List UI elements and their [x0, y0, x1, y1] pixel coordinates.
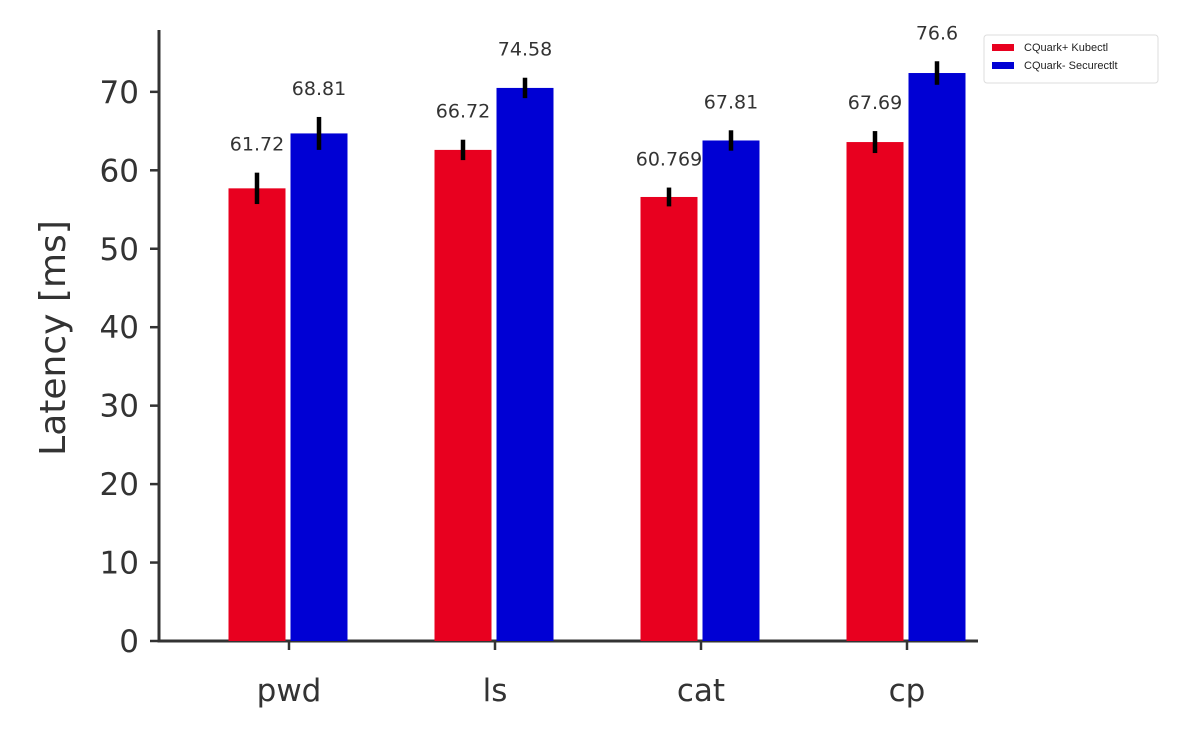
error-bars	[254, 61, 940, 207]
legend-swatch	[992, 62, 1014, 69]
x-tick-label: cp	[889, 673, 926, 709]
legend-swatch	[992, 44, 1014, 51]
bar	[908, 73, 966, 642]
data-label: 74.58	[498, 39, 552, 61]
bars	[228, 73, 966, 642]
legend-label: CQuark+ Kubectl	[1024, 42, 1108, 54]
legend: CQuark+ Kubectl CQuark- Securectlt	[983, 34, 1159, 84]
x-tick-label: ls	[483, 673, 508, 709]
y-tick-label: 50	[100, 232, 139, 268]
bar	[846, 142, 904, 642]
y-tick-label: 0	[119, 624, 139, 660]
y-tick-label: 30	[100, 389, 139, 425]
y-tick-label: 70	[100, 75, 139, 111]
legend-box	[983, 34, 1159, 84]
data-label: 61.72	[230, 134, 284, 156]
bar	[434, 149, 492, 641]
data-label: 76.6	[916, 22, 958, 44]
y-tick-label: 10	[100, 546, 139, 582]
bar	[228, 188, 286, 641]
bar	[496, 87, 554, 642]
data-labels: 61.72 66.72 60.769 67.69 68.81 74.58 67.81 76.6	[230, 22, 958, 170]
y-tick-label: 20	[100, 467, 139, 503]
y-tick-label: 40	[100, 310, 139, 346]
y-tick-label: 60	[100, 153, 139, 189]
bar	[290, 133, 348, 641]
data-label: 68.81	[292, 78, 346, 100]
data-label: 66.72	[436, 101, 490, 123]
x-tick-label: pwd	[257, 673, 322, 709]
x-tick-label: cat	[677, 673, 725, 709]
data-label: 60.769	[636, 149, 702, 171]
bar	[640, 196, 698, 641]
data-label: 67.69	[848, 92, 902, 114]
legend-label: CQuark- Securectlt	[1024, 60, 1118, 72]
tick-labels: 0 10 20 30 40 50 60 70 pwd ls cat cp	[100, 75, 926, 709]
y-axis-label: Latency [ms]	[33, 220, 74, 456]
data-label: 67.81	[704, 91, 758, 113]
bar	[702, 140, 760, 641]
